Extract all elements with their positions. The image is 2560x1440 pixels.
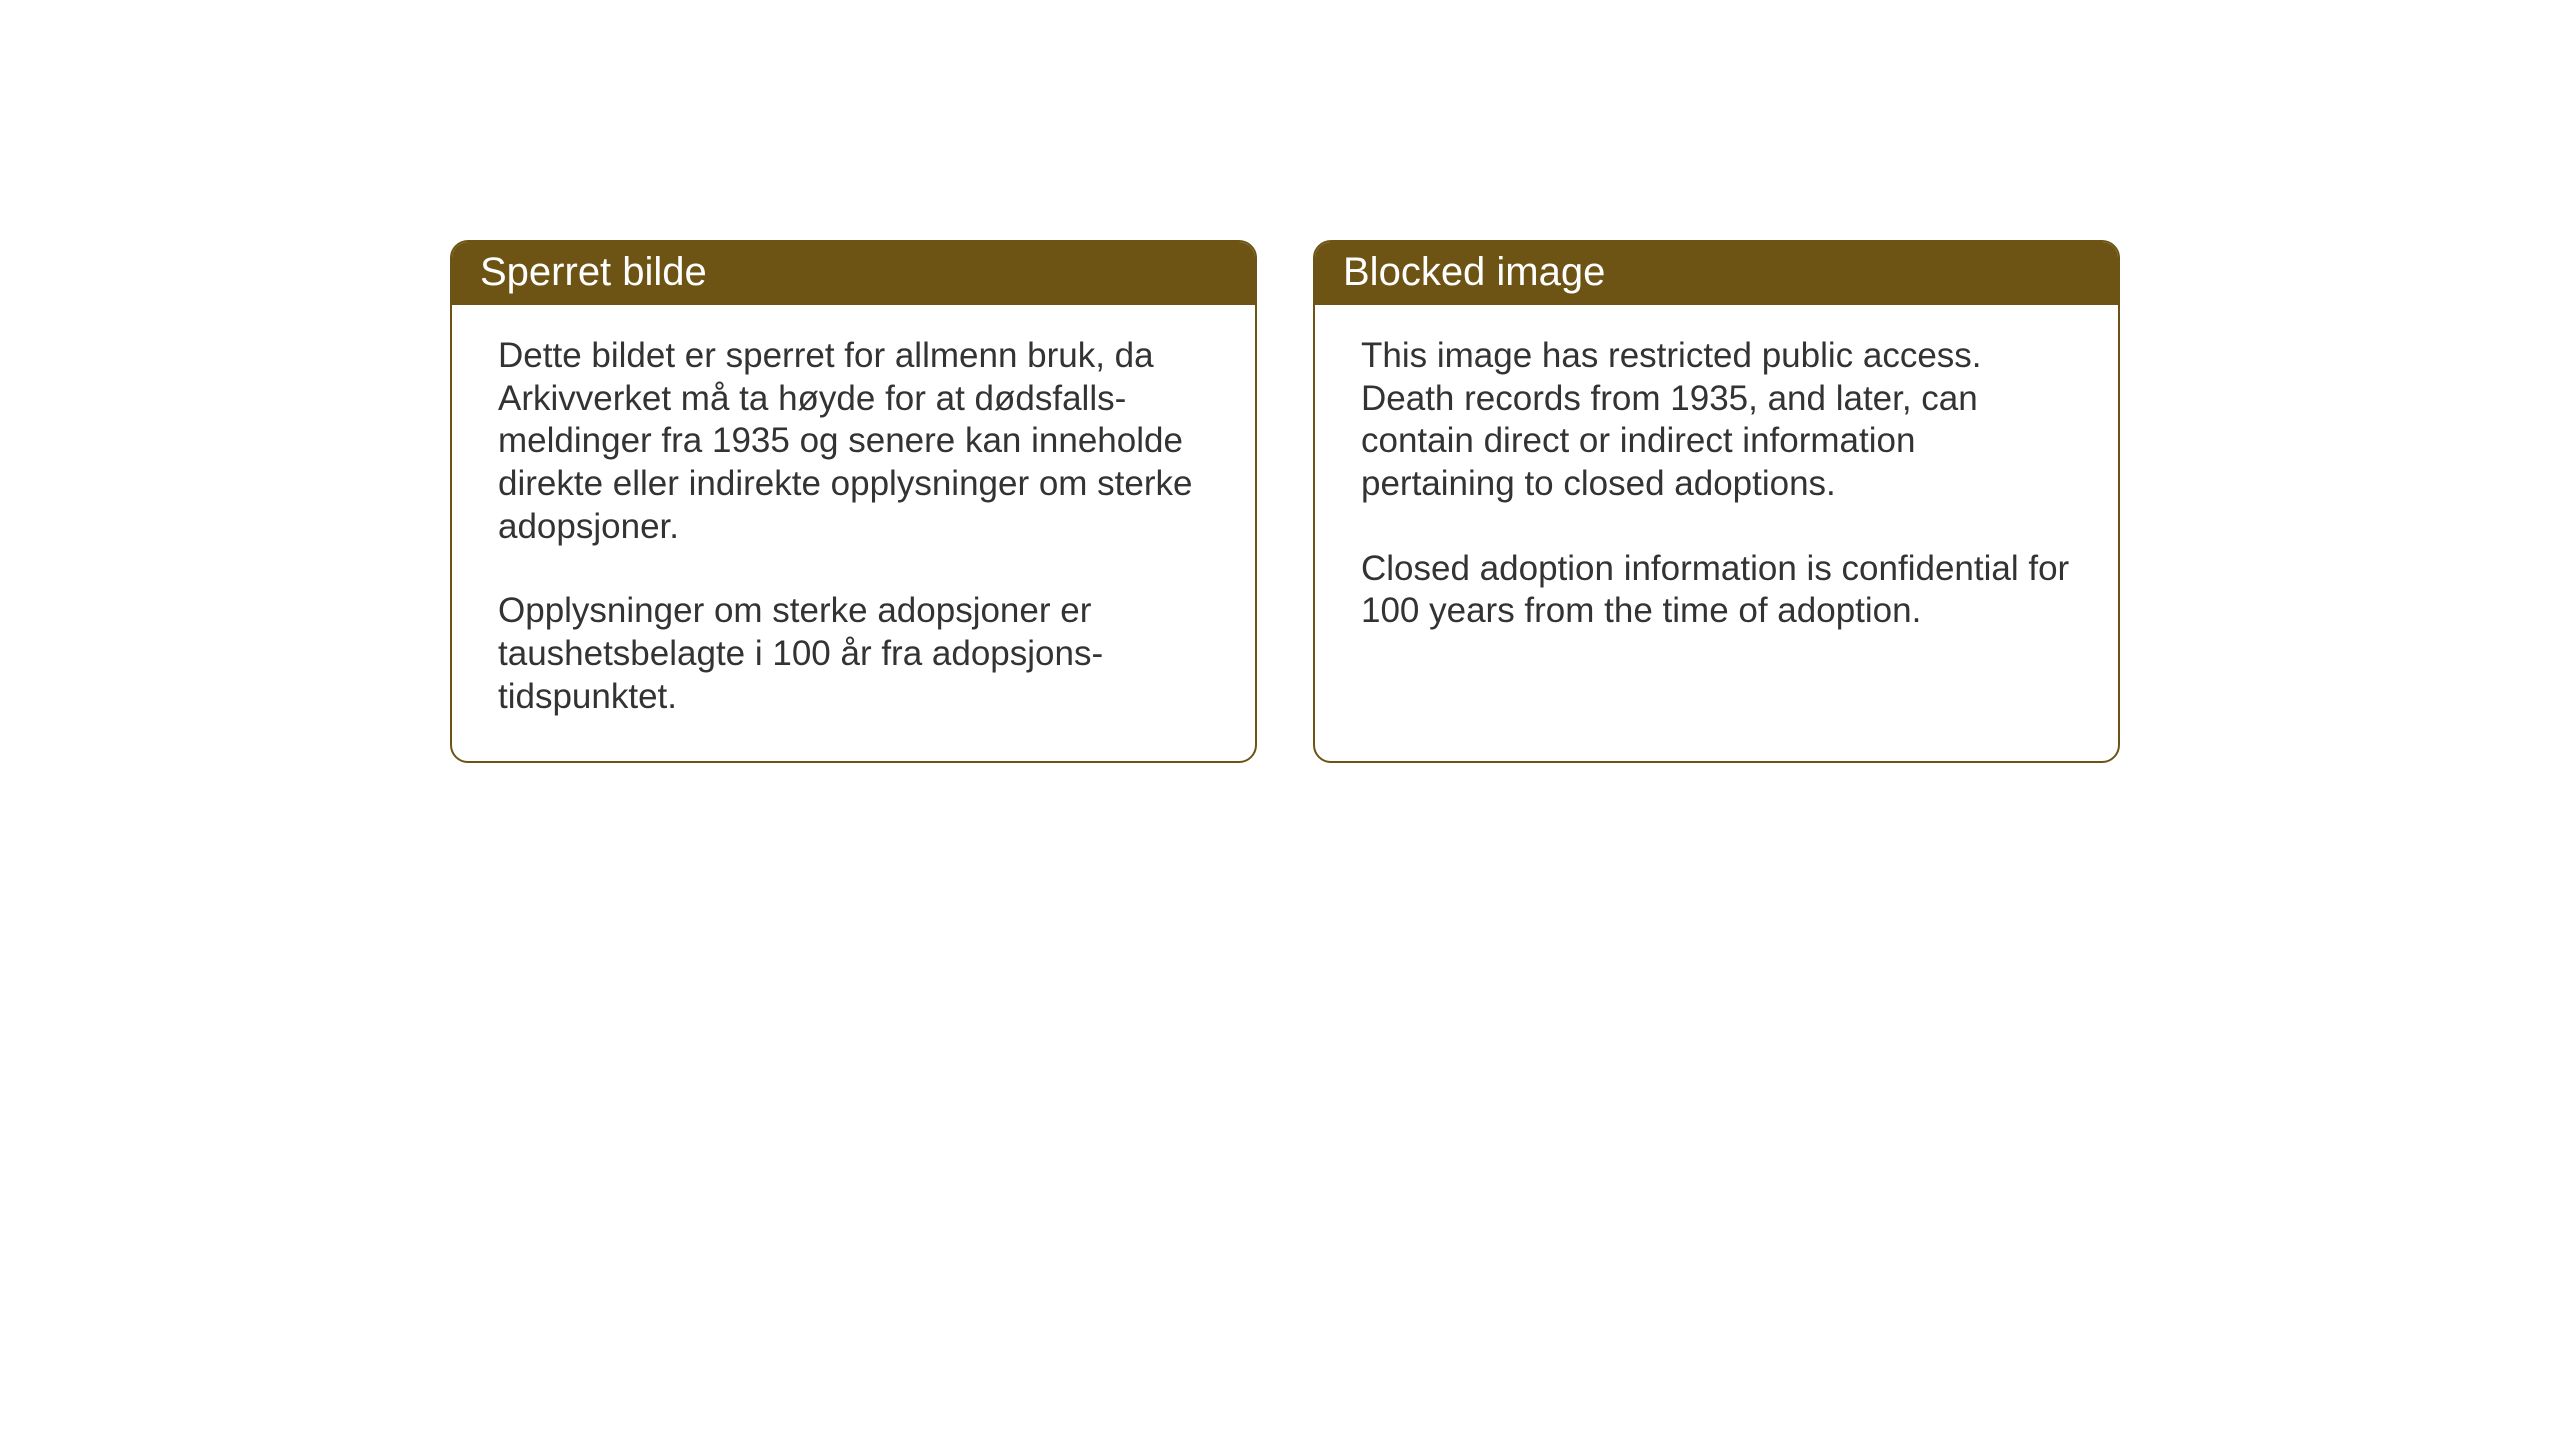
card-body: Dette bildet er sperret for allmenn bruk… [452, 305, 1255, 761]
notice-card-english: Blocked image This image has restricted … [1313, 240, 2120, 763]
card-paragraph: Opplysninger om sterke adopsjoner er tau… [498, 590, 1209, 718]
card-paragraph: Closed adoption information is confident… [1361, 548, 2072, 633]
card-body: This image has restricted public access.… [1315, 305, 2118, 675]
notice-card-norwegian: Sperret bilde Dette bildet er sperret fo… [450, 240, 1257, 763]
card-title: Sperret bilde [480, 250, 707, 294]
card-title: Blocked image [1343, 250, 1605, 294]
notice-cards-container: Sperret bilde Dette bildet er sperret fo… [450, 240, 2560, 763]
card-header: Blocked image [1315, 242, 2118, 305]
card-paragraph: Dette bildet er sperret for allmenn bruk… [498, 335, 1209, 548]
card-paragraph: This image has restricted public access.… [1361, 335, 2072, 506]
card-header: Sperret bilde [452, 242, 1255, 305]
